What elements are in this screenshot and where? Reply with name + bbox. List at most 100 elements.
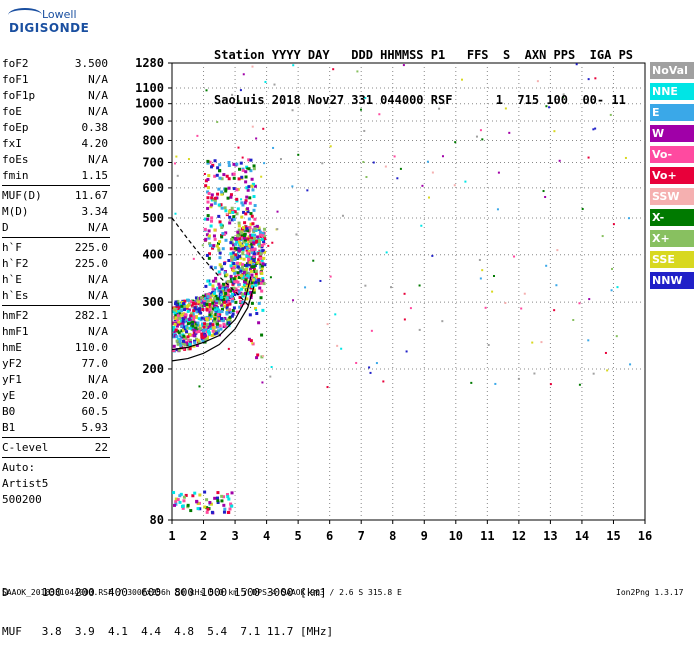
header-block: Station YYYY DAY DDD HHMMSS P1 FFS S AXN… xyxy=(214,18,633,123)
echo-point xyxy=(210,165,214,169)
echo-point xyxy=(250,242,254,246)
echo-point xyxy=(247,217,251,221)
echo-point xyxy=(523,292,526,295)
echo-point xyxy=(186,326,190,330)
echo-point xyxy=(200,300,204,304)
echo-point xyxy=(232,266,236,270)
echo-point xyxy=(216,286,220,290)
echo-point xyxy=(418,284,421,287)
echo-point xyxy=(332,68,335,71)
echo-point xyxy=(251,233,255,237)
echo-point xyxy=(223,206,227,210)
echo-point xyxy=(428,196,431,199)
echo-point xyxy=(247,275,251,279)
echo-point xyxy=(237,221,241,225)
echo-point xyxy=(209,322,213,326)
echo-point xyxy=(297,153,300,156)
echo-point xyxy=(233,210,237,214)
echo-point xyxy=(238,305,242,309)
echo-point xyxy=(214,294,218,298)
echo-point xyxy=(257,238,261,242)
echo-point xyxy=(245,246,249,250)
param-value: N/A xyxy=(88,105,108,118)
echo-point xyxy=(172,326,176,330)
echo-point xyxy=(218,286,222,290)
echo-point xyxy=(225,306,229,310)
echo-point xyxy=(222,503,226,507)
echo-point xyxy=(225,312,229,316)
echo-point xyxy=(206,186,210,190)
echo-point xyxy=(247,272,251,276)
echo-point xyxy=(174,300,178,304)
echo-point xyxy=(198,307,202,311)
echo-point xyxy=(479,129,482,132)
echo-point xyxy=(180,329,184,333)
y-tick-label: 1100 xyxy=(135,81,164,95)
echo-point xyxy=(246,237,250,241)
echo-point xyxy=(185,306,189,310)
echo-point xyxy=(254,272,258,276)
param-key: foF2 xyxy=(2,57,29,70)
echo-point xyxy=(193,302,197,306)
echo-point xyxy=(257,240,261,244)
echo-point xyxy=(221,232,225,236)
echo-point xyxy=(183,308,187,312)
echo-point xyxy=(214,312,218,316)
echo-point xyxy=(250,284,254,288)
echo-point xyxy=(222,495,226,499)
echo-point xyxy=(256,353,260,357)
echo-point xyxy=(219,317,223,321)
echo-point xyxy=(491,290,494,293)
y-tick-label: 200 xyxy=(142,362,164,376)
echo-point xyxy=(242,268,246,272)
echo-point xyxy=(209,265,213,269)
echo-point xyxy=(182,499,186,503)
echo-point xyxy=(231,308,235,312)
param-value: 225.0 xyxy=(74,241,108,254)
echo-point xyxy=(261,249,265,253)
echo-point xyxy=(191,299,195,303)
echo-point xyxy=(255,137,258,140)
echo-point xyxy=(218,251,222,255)
echo-point xyxy=(175,303,179,307)
echo-point xyxy=(217,270,221,274)
param-divider xyxy=(2,437,110,438)
echo-point xyxy=(237,99,240,102)
echo-point xyxy=(252,288,256,292)
echo-point xyxy=(252,258,256,262)
echo-point xyxy=(177,304,181,308)
echo-point xyxy=(203,302,207,306)
header-line1: Station YYYY DAY DDD HHMMSS P1 FFS S AXN… xyxy=(214,48,634,62)
echo-point xyxy=(484,306,487,309)
echo-point xyxy=(402,64,405,67)
echo-point xyxy=(197,302,201,306)
echo-point xyxy=(202,328,206,332)
echo-point xyxy=(192,331,196,335)
echo-point xyxy=(228,507,232,511)
y-tick-label: 300 xyxy=(142,295,164,309)
echo-point xyxy=(233,246,237,250)
echo-point xyxy=(257,258,261,262)
echo-point xyxy=(247,185,251,189)
echo-point xyxy=(544,195,547,198)
echo-point xyxy=(223,285,227,289)
echo-point xyxy=(174,500,178,504)
echo-point xyxy=(206,217,210,221)
echo-point xyxy=(233,255,237,259)
param-row: D N/A xyxy=(2,220,110,236)
echo-point xyxy=(263,162,266,165)
echo-point xyxy=(233,291,237,295)
echo-point xyxy=(224,238,228,242)
echo-point xyxy=(214,304,218,308)
echo-point xyxy=(237,146,240,149)
param-value: N/A xyxy=(88,89,108,102)
echo-point xyxy=(224,209,228,213)
echo-point xyxy=(242,210,246,214)
echo-point xyxy=(592,372,595,375)
echo-point xyxy=(257,261,261,265)
echo-point xyxy=(226,495,230,499)
param-key: foF1 xyxy=(2,73,29,86)
echo-point xyxy=(178,337,182,341)
echo-point xyxy=(186,322,190,326)
echo-point xyxy=(369,371,372,374)
